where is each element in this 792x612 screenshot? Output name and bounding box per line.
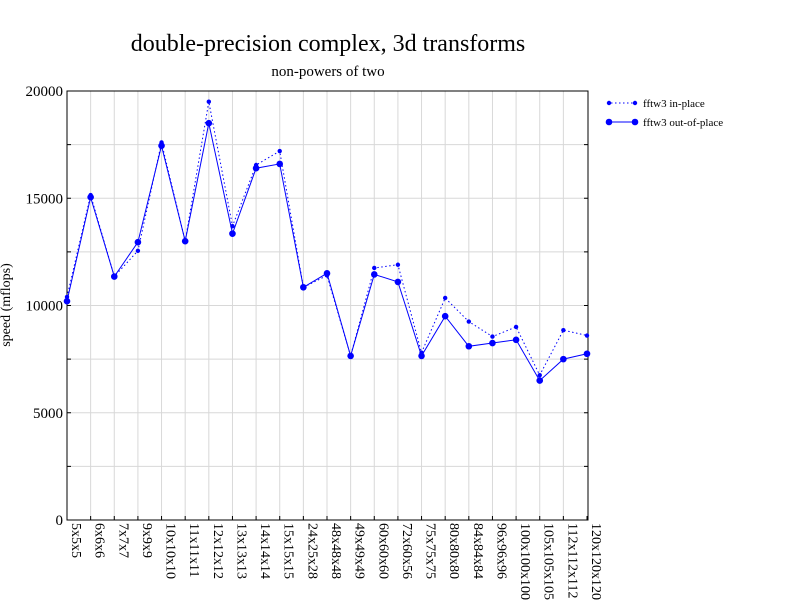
data-point [181,237,189,245]
x-tick-label: 24x25x28 [304,523,319,579]
legend-marker [605,118,613,126]
y-axis: 0 5000 10000 15000 20000 [26,84,588,529]
x-tick-label: 105x105x105 [541,523,556,600]
data-point [584,333,590,338]
x-tick-label: 14x14x14 [257,523,272,579]
data-point [394,278,402,286]
x-tick-label: 15x15x15 [281,523,296,579]
data-point [465,342,473,350]
x-tick-label: 120x120x120 [588,523,603,600]
legend-marker [631,118,639,126]
x-tick-label: 49x49x49 [352,523,367,579]
x-tick-label: 84x84x84 [470,523,485,579]
x-tick-label: 100x100x100 [517,523,532,600]
legend: fftw3 in-place fftw3 out-of-place [605,98,723,129]
data-point [370,271,378,278]
data-point [372,265,377,271]
y-tick-label: 15000 [26,191,64,207]
data-point [513,324,519,330]
data-point [135,248,141,254]
data-point [87,193,94,201]
data-point [537,373,542,378]
legend-marker [632,100,638,106]
data-point [536,377,544,384]
data-point [300,283,307,291]
data-point [323,270,331,277]
data-point [583,350,591,358]
data-point [134,238,142,246]
x-tick-label: 5x5x5 [68,523,83,558]
data-point [466,319,472,324]
x-tick-label: 12x12x12 [210,523,225,579]
y-tick-label: 5000 [33,406,63,422]
x-tick-label: 13x13x13 [233,523,248,579]
x-tick-label: 6x6x6 [92,523,107,558]
data-point [110,273,118,280]
legend-label: fftw3 in-place [643,98,705,110]
y-tick-label: 10000 [26,299,64,315]
data-point [395,262,401,267]
x-tick-label: 7x7x7 [115,523,130,558]
data-point [63,297,71,305]
y-tick-label: 0 [56,513,64,529]
data-point [276,160,284,168]
legend-label: fftw3 out-of-place [643,117,723,129]
data-point [489,339,496,347]
x-tick-label: 72x60x56 [399,523,414,579]
legend-marker [606,100,612,106]
chart-title: double-precision complex, 3d transforms [131,31,526,57]
chart-subtitle: non-powers of two [271,64,384,80]
x-tick-label: 10x10x10 [163,523,178,579]
grid [67,91,588,520]
x-tick-label: 96x96x96 [493,523,508,579]
x-axis: 5x5x5 6x6x6 7x7x7 9x9x9 10x10x10 11x11x11 12x1… [66,516,603,600]
data-point [418,352,425,360]
y-axis-label: speed (mflops) [0,263,14,347]
data-point [347,352,354,360]
y-tick-label: 20000 [26,84,64,100]
x-tick-label: 80x80x80 [446,523,461,579]
series-2 [63,119,591,384]
data-point [490,334,495,339]
x-tick-label: 11x11x11 [186,523,201,577]
x-tick-label: 75x75x75 [423,523,438,579]
x-tick-label: 112x112x112 [564,523,579,598]
x-tick-label: 60x60x60 [375,523,390,579]
data-point [442,295,448,301]
data-point [158,142,165,149]
data-point [560,355,567,363]
data-point [441,312,449,320]
series-layer [63,99,591,384]
data-point [277,148,282,154]
x-tick-label: 9x9x9 [139,523,154,558]
series-line [66,101,588,377]
data-point [206,99,212,104]
data-point [229,230,236,237]
data-point [561,327,566,333]
x-tick-label: 48x48x48 [328,523,343,579]
data-point [252,164,260,172]
data-point [512,336,520,344]
data-point [205,119,213,127]
